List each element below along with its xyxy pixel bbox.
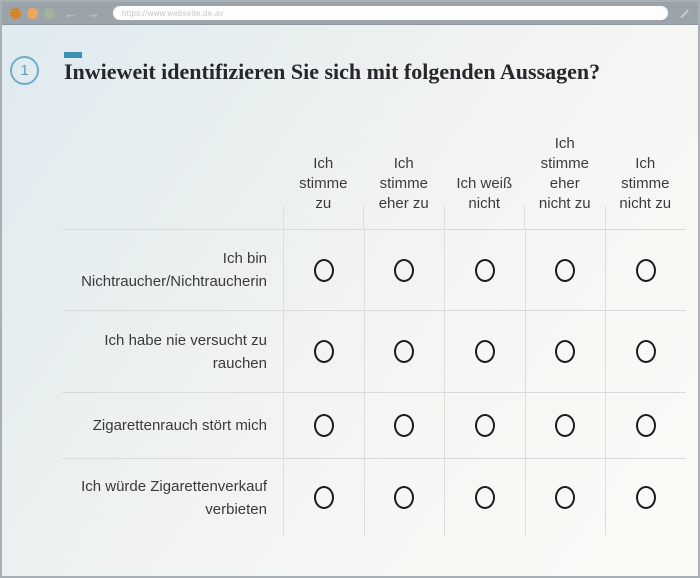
- radio-r1-c4[interactable]: [635, 340, 656, 363]
- row-label-3: Ich würde Zigarettenverkauf verbieten: [62, 458, 283, 536]
- question-title: Inwieweit identifizieren Sie sich mit fo…: [64, 59, 601, 84]
- radio-r3-c4[interactable]: [635, 486, 656, 509]
- forward-arrow-icon[interactable]: →: [87, 5, 100, 21]
- window-dot-orange-icon: [27, 7, 38, 19]
- column-header-label: Ich stimme zu: [299, 155, 348, 212]
- row-label-2: Zigarettenrauch stört mich: [62, 392, 283, 458]
- matrix-cell-r3-c1: [363, 458, 444, 536]
- matrix-cell-r0-c0: [283, 229, 364, 310]
- window-dot-green-icon: [44, 7, 55, 19]
- matrix-cell-r3-c0: [283, 458, 364, 536]
- radio-r2-c2[interactable]: [474, 414, 495, 437]
- column-header-label: Ich stimme nicht zu: [619, 155, 672, 212]
- radio-r3-c3[interactable]: [555, 486, 576, 509]
- matrix-table: Ich stimme zu Ich stimme eher zu Ich weiß …: [62, 121, 686, 536]
- survey-content: 1 Inwieweit identifizieren Sie sich mit …: [2, 25, 698, 536]
- radio-r0-c4[interactable]: [635, 258, 656, 282]
- matrix-cell-r0-c1: [363, 229, 444, 310]
- url-text: https://www.webseite.de.av: [122, 8, 224, 18]
- matrix-cell-r2-c1: [363, 392, 444, 458]
- pencil-icon[interactable]: [679, 8, 690, 19]
- matrix-cell-r2-c4: [605, 392, 686, 458]
- matrix-cell-r1-c0: [283, 310, 364, 392]
- radio-r3-c1[interactable]: [394, 486, 415, 509]
- radio-r1-c0[interactable]: [313, 340, 334, 363]
- matrix-cell-r1-c4: [605, 310, 686, 392]
- radio-r0-c0[interactable]: [313, 258, 334, 282]
- matrix-cell-r0-c2: [444, 229, 525, 310]
- question-number-badge: 1: [10, 56, 39, 85]
- matrix-cell-r3-c2: [444, 458, 525, 536]
- accent-bar: [64, 52, 82, 58]
- radio-r1-c3[interactable]: [555, 340, 576, 363]
- back-arrow-icon[interactable]: ←: [64, 5, 77, 21]
- browser-chrome: ← → https://www.webseite.de.av: [2, 2, 698, 25]
- radio-r3-c2[interactable]: [474, 486, 495, 509]
- column-header-label: Ich stimme eher zu: [378, 155, 429, 212]
- matrix-cell-r1-c1: [363, 310, 444, 392]
- matrix-cell-r0-c3: [524, 229, 605, 310]
- window-dot-orange-textured-icon: [10, 7, 21, 19]
- matrix-cell-r3-c4: [605, 458, 686, 536]
- radio-r2-c4[interactable]: [635, 414, 656, 437]
- radio-r2-c1[interactable]: [394, 414, 415, 437]
- matrix-cell-r2-c0: [283, 392, 364, 458]
- radio-r3-c0[interactable]: [313, 486, 334, 509]
- column-header-2: Ich weiß nicht: [443, 121, 525, 229]
- radio-r1-c2[interactable]: [474, 340, 495, 363]
- matrix-corner-cell: [62, 121, 283, 229]
- matrix-cell-r2-c3: [524, 392, 605, 458]
- radio-r2-c3[interactable]: [555, 414, 576, 437]
- matrix-cell-r0-c4: [605, 229, 686, 310]
- radio-r0-c3[interactable]: [555, 258, 576, 282]
- radio-r2-c0[interactable]: [313, 414, 334, 437]
- column-header-label: Ich weiß nicht: [456, 175, 513, 212]
- column-header-1: Ich stimme eher zu: [363, 121, 445, 229]
- radio-r1-c1[interactable]: [394, 340, 415, 363]
- matrix-cell-r2-c2: [444, 392, 525, 458]
- matrix-cell-r3-c3: [524, 458, 605, 536]
- column-header-label: Ich stimme eher nicht zu: [538, 135, 591, 212]
- matrix-cell-r1-c2: [444, 310, 525, 392]
- radio-r0-c1[interactable]: [394, 258, 415, 282]
- column-header-3: Ich stimme eher nicht zu: [524, 121, 606, 229]
- row-label-1: Ich habe nie versucht zu rauchen: [62, 310, 283, 392]
- column-header-0: Ich stimme zu: [282, 121, 364, 229]
- row-label-0: Ich bin Nichtraucher/Nichtraucherin: [62, 229, 283, 310]
- url-bar[interactable]: https://www.webseite.de.av: [113, 6, 668, 20]
- matrix-cell-r1-c3: [524, 310, 605, 392]
- column-header-4: Ich stimme nicht zu: [604, 121, 686, 229]
- radio-r0-c2[interactable]: [474, 258, 495, 282]
